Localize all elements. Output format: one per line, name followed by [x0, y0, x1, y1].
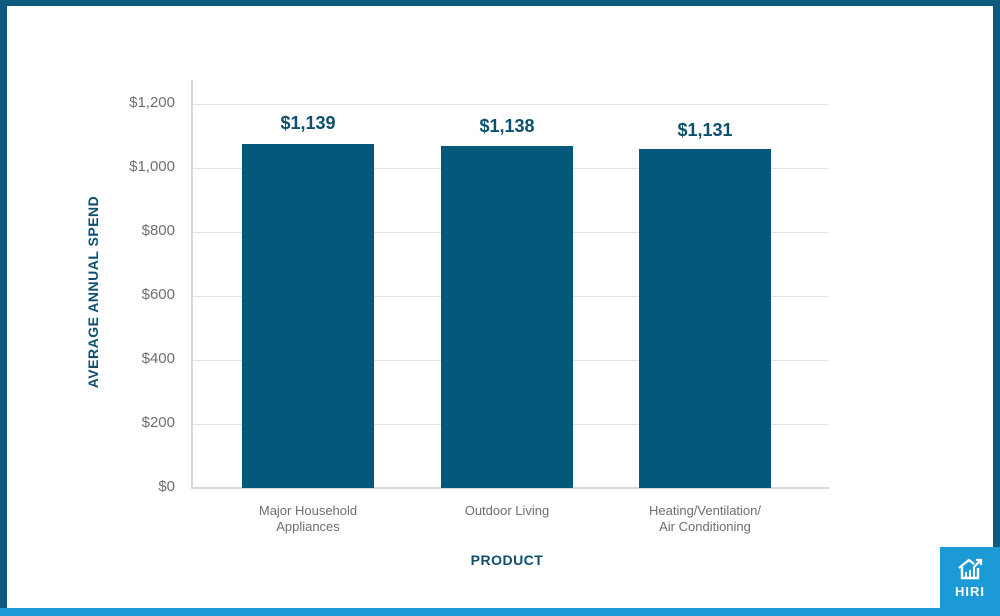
y-tick-label: $0 [158, 478, 175, 495]
bottom-accent-strip [0, 608, 1000, 616]
gridline [192, 104, 828, 105]
bar [242, 144, 374, 488]
bar-value-label: $1,139 [280, 113, 336, 133]
y-tick-label: $1,000 [129, 158, 175, 175]
y-tick-label: $200 [141, 414, 175, 431]
x-category-label: Major Household Appliances [258, 503, 358, 534]
logo-text: HIRI [955, 584, 985, 599]
bar-value-label: $1,138 [479, 116, 535, 136]
hiri-logo: HIRI [940, 547, 1000, 616]
bar-value-label: $1,131 [677, 120, 733, 140]
y-tick-label: $1,200 [129, 94, 175, 111]
bar [441, 146, 573, 488]
x-category-label: Heating/Ventilation/ Air Conditioning [648, 503, 762, 534]
y-tick-label: $400 [141, 350, 175, 367]
y-tick-label: $800 [141, 222, 175, 239]
x-axis-line [191, 487, 829, 489]
bar [639, 149, 771, 488]
house-chart-icon [958, 558, 983, 580]
x-axis-title: PRODUCT [470, 552, 544, 568]
y-tick-label: $600 [141, 286, 175, 303]
x-category-label: Outdoor Living [464, 503, 550, 518]
y-axis-line [191, 80, 193, 489]
